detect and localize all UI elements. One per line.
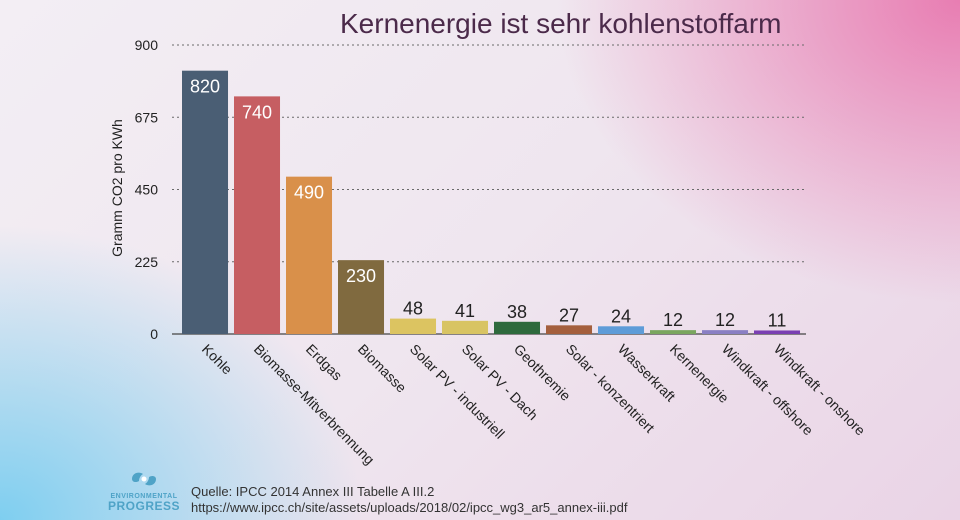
bar-value-label: 12	[715, 310, 735, 330]
bar-value-label: 27	[559, 305, 579, 325]
source-url[interactable]: https://www.ipcc.ch/site/assets/uploads/…	[191, 500, 628, 515]
bar	[494, 321, 541, 334]
x-tick-label: Solar - konzentriert	[563, 341, 658, 436]
y-tick-label: 450	[135, 182, 159, 198]
chart-title: Kernenergie ist sehr kohlenstoffarm	[340, 8, 782, 39]
bar	[754, 330, 801, 334]
bar	[234, 96, 281, 334]
y-tick-label: 900	[135, 37, 159, 53]
source-note: Quelle: IPCC 2014 Annex III Tabelle A II…	[191, 484, 627, 516]
environmental-progress-logo: ENVIRONMENTAL PROGRESS	[108, 470, 180, 512]
bar	[650, 330, 697, 334]
y-tick-label: 675	[135, 109, 159, 125]
y-axis-label: Gramm CO2 pro KWh	[109, 119, 125, 257]
bar-value-label: 820	[190, 77, 220, 97]
x-tick-label: Biomasse	[355, 341, 410, 396]
bar	[286, 176, 333, 334]
bar	[702, 330, 749, 334]
bar-value-label: 38	[507, 302, 527, 322]
bar-value-label: 48	[403, 299, 423, 319]
y-tick-label: 0	[150, 326, 158, 342]
bar	[442, 320, 489, 334]
logo-text-line1: ENVIRONMENTAL	[110, 493, 178, 500]
x-tick-label: Kohle	[199, 341, 236, 378]
logo-text-line2: PROGRESS	[108, 499, 181, 513]
x-tick-label: Windkraft - offshore	[719, 341, 817, 439]
bar-value-label: 740	[242, 102, 272, 122]
x-tick-label: Windkraft - onshore	[771, 341, 869, 439]
bar-value-label: 230	[346, 266, 376, 286]
bar-value-label: 12	[663, 310, 683, 330]
bar-chart: 0225450675900820Kohle740Biomasse-Mitverb…	[109, 37, 869, 468]
bar-value-label: 41	[455, 301, 475, 321]
bar-value-label: 11	[768, 310, 787, 330]
y-tick-label: 225	[135, 254, 159, 270]
bar	[338, 260, 385, 334]
source-citation: Quelle: IPCC 2014 Annex III Tabelle A II…	[191, 484, 435, 499]
bar	[546, 325, 593, 334]
x-tick-label: Solar PV - industriell	[407, 341, 508, 442]
x-tick-label: Erdgas	[303, 341, 346, 384]
bar	[598, 326, 645, 334]
bar	[390, 318, 437, 334]
bar	[182, 70, 229, 334]
recycle-leaf-icon	[132, 472, 156, 486]
bar-value-label: 490	[294, 183, 324, 203]
bar-value-label: 24	[611, 306, 631, 326]
